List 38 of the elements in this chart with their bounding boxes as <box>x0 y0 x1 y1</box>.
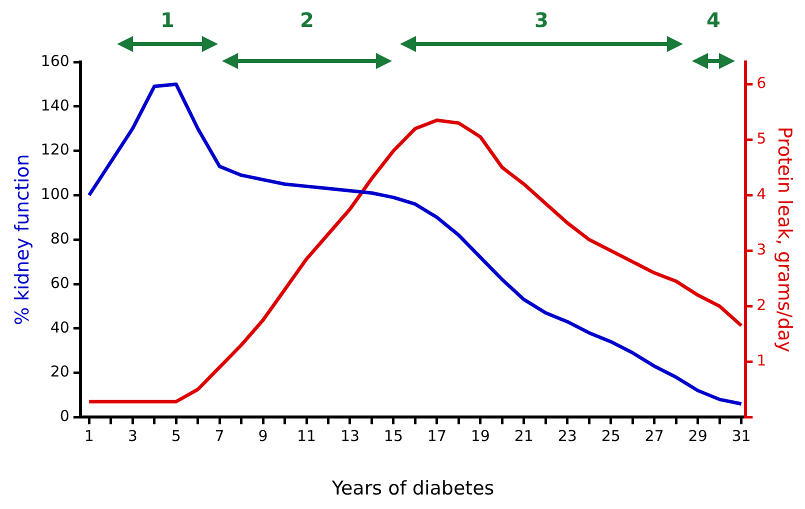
y2-tick-label: 4 <box>756 185 766 204</box>
x-tick-label: 31 <box>732 427 751 446</box>
x-tick-label: 11 <box>296 427 316 446</box>
y2-tick-label: 3 <box>756 240 766 259</box>
y-tick-label: 60 <box>50 274 70 292</box>
y-tick-label: 0 <box>60 407 70 426</box>
x-tick-label: 1 <box>84 427 94 446</box>
x-tick-label: 13 <box>340 427 360 446</box>
x-tick-label: 7 <box>214 427 224 446</box>
y-axis-title: % kidney function <box>11 154 34 326</box>
text: 2 <box>299 8 315 32</box>
x-tick-label: 5 <box>171 427 181 446</box>
x-tick-label: 29 <box>688 427 708 446</box>
y-tick-label: 120 <box>40 140 70 159</box>
y2-axis-title: Protein leak, grams/day <box>774 126 796 352</box>
x-tick-label: 3 <box>128 427 138 446</box>
y2-tick-label: 2 <box>756 296 766 314</box>
x-tick-label: 9 <box>258 427 268 446</box>
text: 4 <box>706 8 722 32</box>
text: 3 <box>534 8 550 32</box>
y-tick-label: 100 <box>40 185 70 204</box>
x-tick-label: 25 <box>601 427 620 446</box>
x-tick-label: 21 <box>514 427 534 446</box>
y2-tick-label: 1 <box>756 352 766 370</box>
y-tick-label: 80 <box>50 229 70 248</box>
x-axis-title: Years of diabetes <box>330 478 494 500</box>
x-tick-label: 23 <box>558 427 577 446</box>
y-tick-label: 20 <box>50 362 70 381</box>
y-tick-label: 140 <box>40 96 70 114</box>
y2-tick-label: 5 <box>756 130 766 148</box>
x-tick-label: 27 <box>644 427 664 446</box>
x-tick-label: 19 <box>470 427 490 446</box>
y-tick-label: 40 <box>50 318 70 336</box>
text: 1 <box>160 8 176 32</box>
y2-tick-label: 6 <box>756 74 766 92</box>
x-tick-label: 17 <box>427 427 447 446</box>
x-tick-label: 15 <box>384 427 404 446</box>
y-tick-label: 160 <box>40 52 70 70</box>
